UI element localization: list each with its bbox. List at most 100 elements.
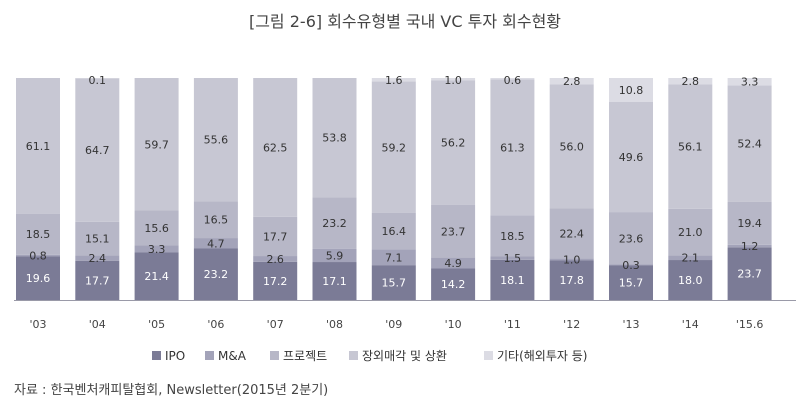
- bar-segment: [609, 101, 653, 213]
- data-label: 10.8: [619, 84, 644, 97]
- data-label: 18.1: [500, 274, 525, 287]
- data-label: 1.0: [563, 253, 581, 266]
- x-tick-label: '07: [267, 318, 284, 331]
- bar-segment: [609, 264, 653, 266]
- bar-segment: [312, 197, 357, 249]
- data-label: 62.5: [263, 141, 288, 154]
- data-label: 17.8: [559, 274, 584, 287]
- data-label: 56.1: [678, 140, 703, 153]
- data-label: 59.7: [144, 138, 169, 151]
- bar-segment: [371, 81, 416, 213]
- data-label: 18.5: [500, 230, 525, 243]
- bar-segment: [134, 78, 179, 211]
- data-label: 15.6: [144, 222, 169, 235]
- data-label: 16.4: [382, 225, 407, 238]
- bar-segment: [490, 78, 535, 80]
- x-tick-label: '05: [148, 318, 165, 331]
- x-tick-label: '12: [563, 318, 580, 331]
- x-tick-label: '06: [207, 318, 224, 331]
- bar-segment: [549, 258, 594, 261]
- bar-segment: [549, 260, 594, 300]
- data-label: 2.1: [682, 252, 700, 265]
- data-label: 7.1: [385, 251, 403, 264]
- data-label: 2.4: [89, 252, 107, 265]
- data-label: 5.9: [326, 249, 344, 262]
- data-label: 2.6: [266, 253, 284, 266]
- data-label: 19.6: [26, 272, 51, 285]
- data-label: 21.4: [144, 270, 169, 283]
- bar-segment: [16, 213, 60, 255]
- data-label: 4.9: [444, 257, 462, 270]
- data-label: 61.3: [500, 141, 525, 154]
- bar-segment: [727, 244, 772, 248]
- data-label: 53.8: [322, 132, 347, 145]
- bar-segment: [490, 79, 535, 216]
- bar-segment: [193, 78, 238, 202]
- data-label: 22.4: [559, 227, 584, 240]
- data-label: 18.0: [678, 274, 703, 287]
- data-label: 55.6: [204, 134, 229, 147]
- bar-segment: [668, 84, 713, 209]
- data-label: 3.3: [148, 243, 166, 256]
- data-label: 23.7: [737, 268, 762, 281]
- data-label: 2.8: [563, 75, 581, 88]
- bar-segment: [490, 256, 535, 260]
- bar-segment: [431, 204, 476, 258]
- bar-segment: [134, 252, 179, 300]
- x-tick-label: '11: [504, 318, 521, 331]
- data-label: 0.1: [89, 74, 107, 87]
- data-label: 14.2: [441, 278, 466, 291]
- x-tick-label: '15.6: [736, 318, 764, 331]
- bar-segment: [134, 245, 179, 253]
- bar-segment: [549, 78, 594, 85]
- bar-segment: [549, 84, 594, 209]
- data-label: 0.8: [29, 250, 47, 263]
- bar-segment: [193, 238, 238, 249]
- bar-segment: [371, 78, 416, 82]
- bar-segment: [253, 261, 298, 300]
- bar-segment: [727, 85, 772, 202]
- bar-segment: [75, 255, 120, 261]
- bar-segment: [668, 260, 713, 300]
- data-label: 16.5: [204, 214, 229, 227]
- bar-segment: [609, 265, 653, 300]
- data-label: 1.5: [504, 252, 522, 265]
- data-label: 1.6: [385, 74, 403, 87]
- bar-segment: [490, 259, 535, 300]
- data-label: 19.4: [737, 217, 762, 230]
- bar-segment: [75, 78, 120, 222]
- bar-segment: [431, 257, 476, 269]
- data-label: 2.8: [682, 75, 700, 88]
- bar-segment: [431, 268, 476, 300]
- data-label: 64.7: [85, 144, 110, 157]
- bar-segment: [431, 78, 476, 81]
- bar-segment: [490, 215, 535, 257]
- bar-segment: [549, 208, 594, 259]
- data-label: 18.5: [26, 228, 51, 241]
- data-label: 17.7: [263, 230, 288, 243]
- data-label: 23.2: [204, 268, 229, 281]
- chart-title: [그림 2-6] 회수유형별 국내 VC 투자 회수현황: [248, 12, 562, 31]
- data-label: 56.0: [559, 140, 584, 153]
- bar-segment: [312, 248, 357, 263]
- data-label: 15.7: [619, 277, 644, 290]
- legend-swatch: [484, 351, 493, 360]
- bar-segment: [371, 212, 416, 250]
- legend-swatch: [270, 351, 279, 360]
- data-label: 56.2: [441, 137, 466, 150]
- bar-segment: [727, 201, 772, 245]
- data-label: 0.6: [504, 74, 522, 87]
- bar-segment: [609, 78, 653, 102]
- bar-segment: [609, 212, 653, 265]
- bar-segment: [668, 208, 713, 256]
- x-tick-label: '08: [326, 318, 343, 331]
- bar-segment: [668, 255, 713, 261]
- data-label: 1.0: [444, 74, 462, 87]
- bar-segment: [16, 254, 60, 257]
- bar-segment: [668, 78, 713, 85]
- legend-label: IPO: [165, 349, 185, 363]
- x-tick-label: '04: [89, 318, 106, 331]
- data-label: 1.2: [741, 240, 759, 253]
